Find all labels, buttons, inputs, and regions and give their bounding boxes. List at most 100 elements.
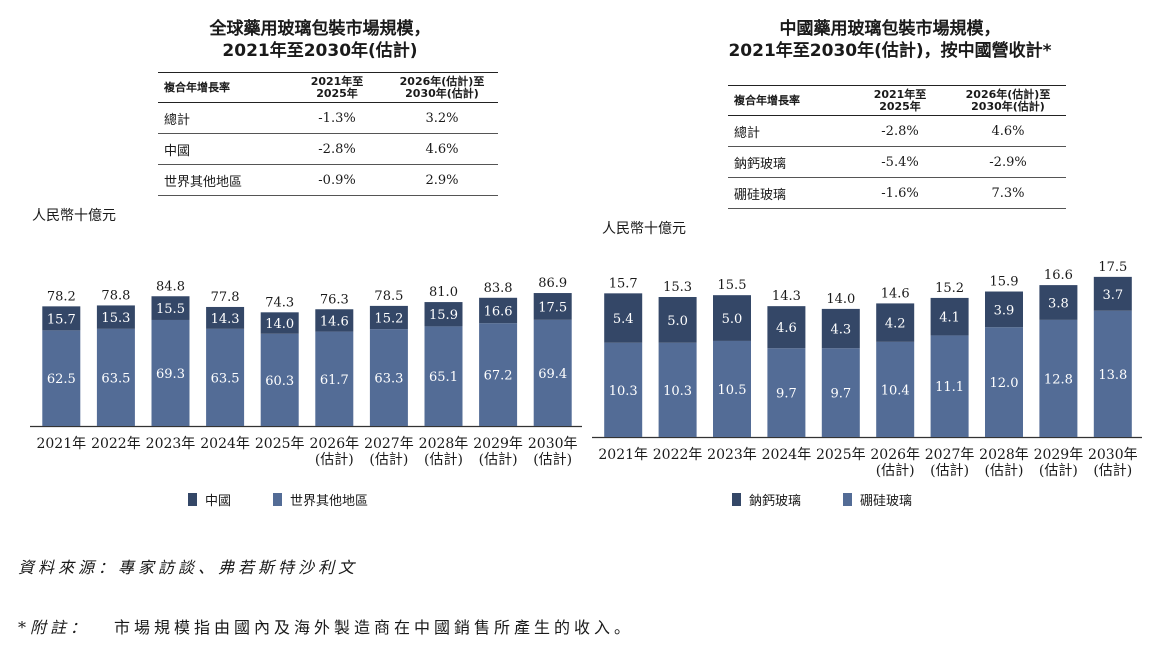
x-tick-label: (估計)	[424, 452, 463, 468]
data-label: 10.3	[609, 384, 638, 399]
x-tick-label: (估計)	[1039, 463, 1078, 479]
data-label: 61.7	[320, 373, 349, 388]
table-row: 世界其他地區 -0.9% 2.9%	[158, 164, 498, 196]
left-legend: 中國 世界其他地區	[188, 490, 368, 509]
x-tick-label: (估計)	[479, 452, 518, 468]
bar-segment-china	[479, 297, 518, 324]
data-label: 17.5	[538, 300, 567, 315]
x-tick-label: (估計)	[369, 452, 408, 468]
bar-segment-sodium	[1039, 285, 1078, 320]
bar-segment-china	[369, 305, 408, 330]
bar-segment-rest-of-world	[96, 328, 135, 426]
x-tick-label: 2023年	[146, 436, 196, 452]
data-label: 63.5	[101, 371, 130, 386]
x-tick-label: 2027年	[925, 447, 975, 463]
bar-segment-sodium	[767, 306, 806, 349]
bar-segment-borosilicate	[767, 348, 806, 437]
left-row-value: -2.8%	[288, 133, 386, 165]
data-label: 10.3	[663, 384, 692, 399]
data-label: 62.5	[47, 372, 76, 387]
right-row-label: 硼硅玻璃	[728, 177, 850, 209]
data-label: 9.7	[776, 387, 797, 402]
bar-segment-sodium	[930, 297, 969, 336]
x-tick-label: (估計)	[533, 452, 572, 468]
left-row-value: 2.9%	[386, 164, 498, 196]
bar-segment-china	[42, 306, 81, 331]
right-row-value: -2.8%	[850, 115, 950, 147]
bar-segment-borosilicate	[604, 342, 643, 437]
left-unit-label: 人民幣十億元	[32, 208, 116, 224]
x-tick-label: 2021年	[36, 436, 86, 452]
right-row-value: 7.3%	[950, 177, 1066, 209]
total-label: 15.5	[718, 278, 747, 293]
data-label: 63.5	[211, 371, 240, 386]
bar-segment-rest-of-world	[315, 331, 354, 426]
data-label: 10.5	[718, 383, 747, 398]
data-label: 12.8	[1044, 372, 1073, 387]
bar-segment-sodium	[1093, 276, 1132, 311]
x-tick-label: (估計)	[1093, 463, 1132, 479]
x-tick-label: 2021年	[598, 447, 648, 463]
right-title-line2: 2021年至2030年(估計)，按中國營收計*	[728, 41, 1052, 61]
data-label: 15.3	[101, 311, 130, 326]
x-tick-label: (估計)	[985, 463, 1024, 479]
bar-segment-borosilicate	[876, 341, 915, 437]
total-label: 78.5	[374, 289, 403, 304]
data-label: 15.9	[429, 308, 458, 323]
data-label: 15.5	[156, 302, 185, 317]
total-label: 81.0	[429, 285, 458, 300]
right-title-line1: 中國藥用玻璃包裝市場規模，	[779, 19, 1001, 39]
left-cagr-header-period1: 2021年至 2025年	[288, 72, 386, 103]
data-label: 60.3	[265, 374, 294, 389]
data-label: 9.7	[830, 387, 851, 402]
bar-segment-borosilicate	[985, 327, 1023, 437]
legend-label-rest-of-world: 世界其他地區	[290, 494, 369, 509]
x-tick-label: 2026年	[309, 436, 359, 452]
left-cagr-header-label: 複合年增長率	[158, 72, 288, 103]
left-title-line2: 2021年至2030年(估計)	[222, 41, 418, 61]
x-tick-label: 2028年	[979, 447, 1029, 463]
right-row-label: 鈉鈣玻璃	[728, 146, 850, 178]
data-label: 12.0	[990, 376, 1019, 391]
data-label: 3.9	[994, 303, 1015, 318]
bar-segment-borosilicate	[1093, 310, 1132, 437]
data-label: 11.1	[935, 380, 964, 395]
legend-swatch-china	[188, 493, 197, 506]
bar-segment-borosilicate	[658, 342, 697, 437]
data-label: 4.1	[939, 311, 960, 326]
x-tick-label: 2025年	[816, 447, 866, 463]
x-tick-label: 2029年	[473, 436, 523, 452]
bar-segment-borosilicate	[930, 335, 969, 437]
data-label: 67.2	[484, 369, 513, 384]
right-cagr-header-period2: 2026年(估計)至 2030年(估計)	[950, 85, 1066, 116]
left-cagr-table: 複合年增長率 2021年至 2025年 2026年(估計)至 2030年(估計)…	[158, 72, 498, 196]
data-label: 65.1	[429, 370, 458, 385]
data-label: 14.3	[211, 312, 240, 327]
table-row: 總計 -1.3% 3.2%	[158, 102, 498, 134]
x-tick-label: 2025年	[255, 436, 305, 452]
total-label: 14.6	[881, 286, 910, 301]
left-chart-title: 全球藥用玻璃包裝市場規模， 2021年至2030年(估計)	[150, 18, 490, 62]
data-label: 15.7	[47, 312, 76, 327]
left-row-value: 3.2%	[386, 102, 498, 134]
bar-segment-china	[151, 296, 190, 320]
right-row-value: -5.4%	[850, 146, 950, 178]
data-label: 69.4	[538, 367, 567, 382]
table-row: 總計 -2.8% 4.6%	[728, 115, 1066, 147]
table-row: 鈉鈣玻璃 -5.4% -2.9%	[728, 146, 1066, 178]
total-label: 15.9	[990, 275, 1019, 290]
x-tick-label: 2030年	[528, 436, 578, 452]
data-label: 5.0	[722, 312, 743, 327]
left-cagr-header-period2: 2026年(估計)至 2030年(估計)	[386, 72, 498, 103]
bar-segment-sodium	[985, 291, 1023, 328]
legend-label-china: 中國	[205, 494, 232, 509]
right-row-value: -2.9%	[950, 146, 1066, 178]
left-row-label: 世界其他地區	[158, 164, 288, 196]
total-label: 76.3	[320, 292, 349, 307]
x-tick-label: (估計)	[315, 452, 354, 468]
data-label: 15.2	[374, 312, 403, 327]
x-tick-label: 2024年	[762, 447, 812, 463]
right-chart-title: 中國藥用玻璃包裝市場規模， 2021年至2030年(估計)，按中國營收計*	[680, 18, 1100, 62]
footnote-text: 市場規模指由國內及海外製造商在中國銷售所產生的收入。	[114, 618, 635, 637]
bar-segment-rest-of-world	[533, 319, 572, 426]
